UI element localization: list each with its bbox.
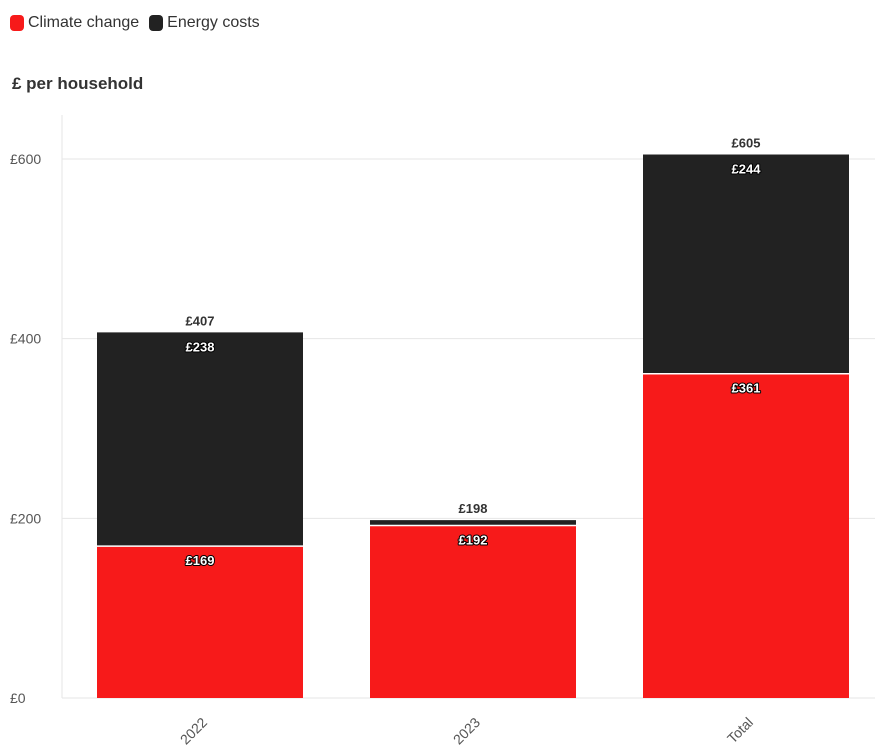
bar-climate-change-2022 — [97, 546, 303, 698]
x-tick-label: 2022 — [177, 714, 210, 745]
total-value-label: £407 — [186, 313, 215, 328]
x-tick-label: Total — [724, 714, 756, 745]
bar-energy-costs-2022 — [97, 332, 303, 547]
climate-change-value-label: £361 — [732, 381, 761, 396]
legend-item-energy-costs[interactable]: Energy costs — [149, 14, 260, 32]
energy-costs-value-label: £244 — [732, 162, 762, 177]
climate-change-swatch — [10, 15, 24, 31]
legend-label-energy-costs: Energy costs — [167, 14, 260, 31]
bar-climate-change-total — [643, 373, 849, 698]
legend: Climate change Energy costs — [10, 14, 260, 32]
total-value-label: £198 — [459, 501, 488, 516]
climate-change-value-label: £192 — [459, 533, 488, 548]
energy-costs-swatch — [149, 15, 164, 31]
legend-label-climate-change: Climate change — [28, 14, 140, 31]
climate-change-value-label: £169 — [186, 553, 215, 568]
bar-energy-costs-2023 — [370, 520, 576, 526]
energy-costs-value-label: £238 — [186, 339, 215, 354]
bar-energy-costs-total — [643, 154, 849, 374]
y-axis-title: £ per household — [12, 74, 144, 93]
y-tick-label: £400 — [10, 331, 41, 347]
bar-climate-change-2023 — [370, 525, 576, 698]
legend-item-climate-change[interactable]: Climate change — [10, 14, 139, 32]
x-tick-label: 2023 — [450, 714, 483, 745]
y-tick-label: £0 — [10, 690, 26, 706]
total-value-label: £605 — [732, 136, 761, 151]
y-tick-label: £600 — [10, 151, 41, 167]
y-tick-label: £200 — [10, 510, 41, 526]
